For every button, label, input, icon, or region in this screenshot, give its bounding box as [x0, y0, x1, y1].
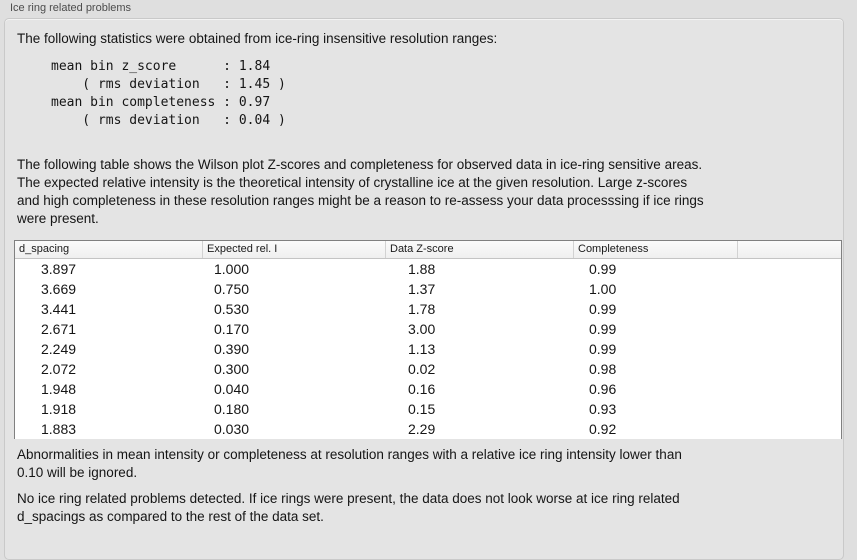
table-cell-empty: [738, 259, 841, 279]
table-cell: 3.441: [41, 301, 77, 317]
table-cell: 0.390: [214, 341, 250, 357]
table-cell: 2.671: [41, 321, 77, 337]
note-line: d_spacings as compared to the rest of th…: [17, 509, 324, 524]
table-cell: 2.072: [41, 361, 77, 377]
table-cell: 0.040: [214, 381, 250, 397]
table-cell-empty: [738, 359, 841, 379]
table-cell: 0.99: [589, 261, 617, 277]
table-header-row: d_spacing Expected rel. I Data Z-score C…: [15, 241, 841, 259]
table-cell: 0.030: [214, 421, 250, 437]
description-line: and high completeness in these resolutio…: [17, 193, 704, 208]
description-line: The expected relative intensity is the t…: [17, 175, 688, 190]
table-cell: 0.750: [214, 281, 250, 297]
table-cell: 2.29: [408, 421, 436, 437]
note-line: 0.10 will be ignored.: [17, 465, 138, 480]
table-cell: 0.16: [408, 381, 436, 397]
table-cell: 1.948: [41, 381, 77, 397]
table-cell: 1.000: [214, 261, 250, 277]
panel-title: Ice ring related problems: [10, 2, 132, 14]
table-row[interactable]: 3.897 1.000 1.88 0.99: [15, 259, 841, 279]
table-cell: 1.88: [408, 261, 436, 277]
table-cell: 0.530: [214, 301, 250, 317]
stats-line-mean-completeness: mean bin completeness : 0.97: [51, 95, 271, 110]
ice-ring-table[interactable]: d_spacing Expected rel. I Data Z-score C…: [14, 240, 842, 439]
stats-line-mean-z-score: mean bin z_score : 1.84: [51, 59, 271, 74]
table-cell-empty: [738, 319, 841, 339]
table-row[interactable]: 2.249 0.390 1.13 0.99: [15, 339, 841, 359]
table-cell: 0.99: [589, 321, 617, 337]
description-text: The following table shows the Wilson plo…: [17, 156, 704, 228]
table-header-d-spacing[interactable]: d_spacing: [15, 241, 203, 258]
table-header-empty: [738, 241, 841, 258]
table-cell-empty: [738, 419, 841, 439]
table-cell: 0.92: [589, 421, 617, 437]
table-cell: 0.96: [589, 381, 617, 397]
table-row[interactable]: 2.072 0.300 0.02 0.98: [15, 359, 841, 379]
table-cell: 0.99: [589, 341, 617, 357]
table-row[interactable]: 3.669 0.750 1.37 1.00: [15, 279, 841, 299]
table-cell-empty: [738, 339, 841, 359]
table-cell: 0.15: [408, 401, 436, 417]
table-row[interactable]: 1.883 0.030 2.29 0.92: [15, 419, 841, 439]
table-cell: 1.00: [589, 281, 617, 297]
table-row[interactable]: 3.441 0.530 1.78 0.99: [15, 299, 841, 319]
table-cell-empty: [738, 279, 841, 299]
table-cell: 0.300: [214, 361, 250, 377]
table-cell: 3.00: [408, 321, 436, 337]
table-cell: 0.93: [589, 401, 617, 417]
description-line: The following table shows the Wilson plo…: [17, 157, 703, 172]
note-line: Abnormalities in mean intensity or compl…: [17, 447, 682, 462]
note-line: No ice ring related problems detected. I…: [17, 491, 680, 506]
stats-block: mean bin z_score : 1.84 ( rms deviation …: [51, 58, 286, 130]
table-cell: 0.02: [408, 361, 436, 377]
table-header-data-z-score[interactable]: Data Z-score: [386, 241, 574, 258]
table-cell: 1.78: [408, 301, 436, 317]
table-cell: 0.99: [589, 301, 617, 317]
table-cell-empty: [738, 399, 841, 419]
table-cell-empty: [738, 299, 841, 319]
table-cell: 0.98: [589, 361, 617, 377]
table-row[interactable]: 2.671 0.170 3.00 0.99: [15, 319, 841, 339]
description-line: were present.: [17, 211, 99, 226]
stats-line-completeness-rms: ( rms deviation : 0.04 ): [51, 113, 286, 128]
table-header-completeness[interactable]: Completeness: [574, 241, 738, 258]
table-cell: 1.37: [408, 281, 436, 297]
intro-text: The following statistics were obtained f…: [17, 31, 498, 46]
table-cell: 1.883: [41, 421, 77, 437]
table-row[interactable]: 1.918 0.180 0.15 0.93: [15, 399, 841, 419]
table-cell: 1.13: [408, 341, 436, 357]
stats-line-z-rms: ( rms deviation : 1.45 ): [51, 77, 286, 92]
table-cell: 0.180: [214, 401, 250, 417]
ice-ring-group-box: The following statistics were obtained f…: [4, 18, 844, 560]
table-body: 3.897 1.000 1.88 0.99 3.669 0.750 1.37 1.00 3.44…: [15, 259, 841, 439]
table-cell: 3.897: [41, 261, 77, 277]
note-conclusion: No ice ring related problems detected. I…: [17, 490, 680, 526]
table-cell: 0.170: [214, 321, 250, 337]
table-row[interactable]: 1.948 0.040 0.16 0.96: [15, 379, 841, 399]
note-ignored-threshold: Abnormalities in mean intensity or compl…: [17, 446, 682, 482]
table-cell-empty: [738, 379, 841, 399]
table-cell: 3.669: [41, 281, 77, 297]
table-cell: 1.918: [41, 401, 77, 417]
table-cell: 2.249: [41, 341, 77, 357]
table-header-expected-rel-i[interactable]: Expected rel. I: [203, 241, 386, 258]
